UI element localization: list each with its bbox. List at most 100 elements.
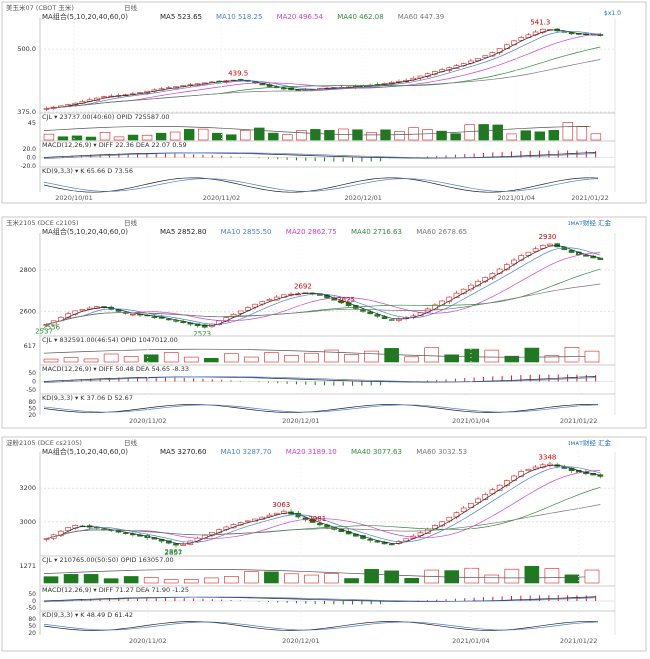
volume-bar bbox=[113, 136, 125, 141]
candle-body bbox=[288, 293, 294, 296]
macd-tick: 0.0 bbox=[26, 155, 36, 162]
volume-bar bbox=[197, 128, 209, 141]
volume-label: CJL ▾ 23737.00(40:60) OPID 725587.00 bbox=[42, 113, 170, 121]
volume-bar bbox=[404, 356, 419, 363]
candle-body bbox=[65, 527, 71, 532]
volume-bar bbox=[57, 136, 69, 141]
macd-tick: 20.0 bbox=[23, 146, 37, 153]
ma-line-3 bbox=[46, 252, 601, 325]
d-line bbox=[43, 404, 598, 413]
ma-line-2 bbox=[46, 466, 601, 543]
volume-bar bbox=[127, 134, 139, 141]
volume-bar bbox=[584, 569, 600, 584]
volume-tick: 1271 bbox=[19, 562, 36, 570]
volume-bar bbox=[324, 130, 335, 141]
volume-bar bbox=[212, 132, 223, 141]
volume-bar bbox=[384, 570, 399, 584]
volume-bar bbox=[163, 579, 179, 584]
d-line bbox=[43, 621, 598, 631]
price-tick-label: 2600 bbox=[19, 307, 36, 315]
volume-bar bbox=[524, 347, 540, 363]
scale-label: $x1.0 bbox=[604, 10, 621, 17]
volume-bar bbox=[264, 571, 279, 584]
volume-bar bbox=[304, 574, 319, 584]
date-tick-label: 2020/11/02 bbox=[203, 194, 240, 202]
kd-label: KD(9,3,3) ▾ K 37.06 D 52.67 bbox=[42, 394, 133, 402]
ma-value-4: MA40 3077.63 bbox=[351, 448, 402, 456]
ma-line-5 bbox=[46, 504, 601, 539]
ma-value-5: MA60 3032.53 bbox=[416, 448, 467, 456]
volume-bar bbox=[296, 130, 307, 141]
volume-bar bbox=[203, 577, 219, 584]
candle-body bbox=[130, 533, 136, 536]
candle-body bbox=[525, 468, 532, 472]
price-tick-label: 3200 bbox=[19, 484, 36, 492]
candle-body bbox=[101, 96, 107, 98]
volume-tick: 617 bbox=[24, 342, 36, 350]
candle-body bbox=[281, 510, 287, 515]
date-tick-label: 2020/11/02 bbox=[129, 417, 166, 425]
volume-bar bbox=[43, 133, 55, 141]
volume-bar bbox=[504, 355, 520, 363]
open-interest-line bbox=[43, 569, 585, 579]
volume-bar bbox=[123, 576, 139, 584]
candle-body bbox=[374, 540, 381, 543]
volume-bar bbox=[284, 573, 299, 584]
volume-bar bbox=[103, 578, 119, 584]
candle-body bbox=[568, 249, 575, 253]
ma-line-5 bbox=[46, 283, 601, 325]
volume-bar bbox=[83, 358, 99, 363]
volume-bar bbox=[284, 355, 299, 363]
volume-bar bbox=[141, 134, 153, 141]
date-tick-label: 2020/12/01 bbox=[282, 417, 319, 425]
candle-body bbox=[317, 523, 323, 526]
volume-bar bbox=[71, 135, 83, 141]
open-interest-line bbox=[43, 348, 585, 358]
candle-body bbox=[518, 37, 525, 41]
volume-bar bbox=[85, 136, 97, 141]
volume-bar bbox=[43, 576, 59, 584]
date-tick-label: 2020/10/01 bbox=[55, 194, 92, 202]
volume-bar bbox=[254, 127, 265, 141]
macd-tick: 0 bbox=[32, 598, 36, 605]
volume-bar bbox=[484, 574, 500, 584]
ma-value-5: MA60 2678.65 bbox=[416, 228, 467, 236]
candle-body bbox=[460, 507, 467, 513]
ma-value-4: MA40 462.08 bbox=[337, 13, 383, 21]
period-label: 日线 bbox=[124, 218, 138, 227]
candle-body bbox=[245, 307, 251, 311]
ma-value-3: MA20 3189.10 bbox=[286, 448, 337, 456]
ma-value-1: MA5 2852.80 bbox=[160, 228, 206, 236]
ma-group-label: MA组合(5,10,20,40,60,0) bbox=[42, 447, 128, 456]
volume-bar bbox=[183, 129, 195, 141]
candle-body bbox=[518, 471, 525, 477]
macd-tick: -20.0 bbox=[20, 163, 36, 170]
volume-bar bbox=[524, 565, 540, 584]
volume-bar bbox=[264, 352, 279, 363]
candle-body bbox=[403, 538, 409, 542]
volume-bar bbox=[478, 124, 489, 141]
dea-line bbox=[43, 596, 596, 603]
date-tick-label: 2021/01/04 bbox=[452, 637, 489, 645]
high-annotation: 2981 bbox=[308, 515, 326, 523]
low-annotation: 2861 bbox=[165, 548, 183, 556]
volume-bar bbox=[564, 574, 580, 584]
candle-body bbox=[388, 543, 395, 546]
candle-body bbox=[518, 255, 525, 261]
chart-panel-2: 玉米2105 (DCE c2105) 日线MA组合(5,10,20,40,60,0… bbox=[1, 216, 647, 429]
macd-tick: 50 bbox=[28, 591, 36, 598]
candle-body bbox=[583, 254, 589, 257]
date-tick-label: 2021/01/22 bbox=[560, 417, 597, 425]
date-tick-label: 2021/01/22 bbox=[560, 637, 597, 645]
volume-bar bbox=[203, 357, 219, 363]
volume-bar bbox=[324, 349, 339, 363]
volume-bar bbox=[548, 130, 560, 141]
macd-label: MACD(12,26,9) ▾ DIFF 50.48 DEA 54.65 -8.… bbox=[42, 365, 189, 373]
volume-bar bbox=[394, 131, 405, 141]
high-annotation: 3348 bbox=[539, 453, 557, 461]
ma-line-2 bbox=[46, 30, 601, 109]
candle-body bbox=[252, 303, 258, 308]
date-tick-label: 2020/11/02 bbox=[129, 637, 166, 645]
volume-bar bbox=[404, 578, 419, 584]
ma-value-4: MA40 2716.63 bbox=[351, 228, 402, 236]
